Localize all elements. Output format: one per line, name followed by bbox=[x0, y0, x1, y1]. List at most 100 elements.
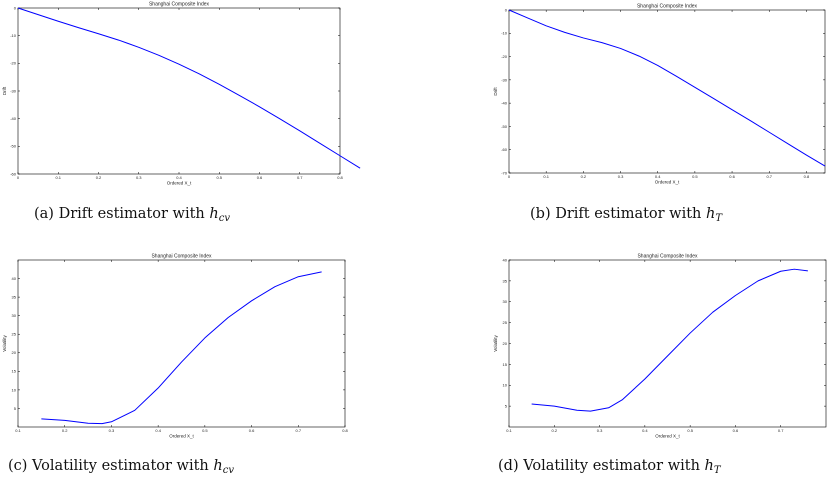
chart-a: Shanghai Composite Index 0 0.1 0.2 0.3 0.4 0.5… bbox=[2, 2, 361, 186]
y-tick-label: 20 bbox=[12, 350, 17, 355]
x-tick-label: 0.2 bbox=[581, 174, 587, 179]
y-tick-label: -40 bbox=[10, 116, 17, 121]
x-tick-label: 0.7 bbox=[766, 174, 772, 179]
caption-d-math: h bbox=[704, 458, 714, 474]
caption-a-sub: cv bbox=[218, 213, 230, 224]
x-tick-label: 0.5 bbox=[692, 174, 698, 179]
chart-b: Shanghai Composite Index 0 0.1 0.2 0.3 0.4 0.5… bbox=[493, 4, 826, 185]
chart-title: Shanghai Composite Index bbox=[637, 4, 698, 10]
plot-frame bbox=[17, 259, 346, 428]
y-tick-label: -10 bbox=[10, 33, 17, 38]
panel-c: Shanghai Composite Index 0.1 0.2 0.3 0.4 0.5 0… bbox=[0, 250, 400, 482]
y-tick-label: 15 bbox=[503, 362, 508, 367]
caption-c-text: (c) Volatility estimator with bbox=[8, 458, 214, 474]
y-tick-label: 30 bbox=[12, 313, 17, 318]
x-tick-label: 0.6 bbox=[729, 174, 735, 179]
y-axis-label: Drift bbox=[493, 87, 498, 96]
y-tick-label: 5 bbox=[505, 404, 508, 409]
panel-b: Shanghai Composite Index 0 0.1 0.2 0.3 0.4 0.5… bbox=[490, 0, 827, 240]
caption-a-math: h bbox=[209, 206, 219, 222]
caption-a: (a) Drift estimator with hcv bbox=[34, 206, 230, 224]
y-tick-label: -20 bbox=[501, 54, 508, 59]
chart-d: Shanghai Composite Index 0.1 0.2 0.3 0.4 0.5 0… bbox=[493, 254, 827, 439]
x-axis-label: Ordered X_t bbox=[169, 434, 194, 439]
x-tick-label: 0.8 bbox=[342, 428, 348, 433]
caption-c-math: h bbox=[213, 458, 223, 474]
y-tick-label: -20 bbox=[10, 61, 17, 66]
x-tick-label: 0.1 bbox=[55, 175, 61, 180]
y-tick-label: -40 bbox=[501, 101, 508, 106]
chart-title: Shanghai Composite Index bbox=[151, 254, 212, 260]
y-tick-label: -30 bbox=[501, 77, 508, 82]
y-tick-label: 5 bbox=[14, 406, 17, 411]
y-axis-label: Volatility bbox=[493, 334, 498, 351]
y-tick-label: 10 bbox=[12, 387, 17, 392]
caption-c-sub: cv bbox=[222, 465, 234, 476]
series-line bbox=[508, 9, 826, 167]
x-axis-label: Ordered X_t bbox=[655, 180, 680, 185]
x-tick-label: 0.8 bbox=[337, 175, 343, 180]
x-tick-label: 0.4 bbox=[155, 428, 161, 433]
caption-a-text: (a) Drift estimator with bbox=[34, 206, 210, 222]
x-tick-label: 0.3 bbox=[618, 174, 624, 179]
plot-frame bbox=[508, 9, 826, 174]
x-axis-label: Ordered X_t bbox=[655, 434, 680, 439]
x-tick-label: 0.7 bbox=[296, 428, 302, 433]
x-tick-label: 0.4 bbox=[642, 428, 648, 433]
caption-d: (d) Volatility estimator with hT bbox=[498, 458, 721, 476]
x-tick-label: 0 bbox=[508, 174, 511, 179]
y-tick-label: 25 bbox=[12, 332, 17, 337]
x-tick-label: 0.6 bbox=[249, 428, 255, 433]
y-tick-label: 40 bbox=[503, 257, 508, 262]
x-tick-label: 0.3 bbox=[136, 175, 142, 180]
x-tick-label: 0.6 bbox=[257, 175, 263, 180]
y-tick-label: 0 bbox=[505, 7, 508, 12]
series-line bbox=[531, 268, 808, 412]
x-tick-label: 0.5 bbox=[687, 428, 693, 433]
y-tick-label: -60 bbox=[10, 171, 17, 176]
y-tick-label: 35 bbox=[503, 278, 508, 283]
caption-c: (c) Volatility estimator with hcv bbox=[8, 458, 234, 476]
y-tick-label: 15 bbox=[12, 369, 17, 374]
chart-title: Shanghai Composite Index bbox=[637, 254, 698, 260]
caption-b-text: (b) Drift estimator with bbox=[530, 206, 707, 222]
y-tick-label: 40 bbox=[12, 276, 17, 281]
series-line bbox=[41, 271, 322, 425]
caption-b-sub: T bbox=[715, 213, 723, 224]
y-tick-label: 10 bbox=[503, 383, 508, 388]
x-tick-label: 0.2 bbox=[552, 428, 558, 433]
x-tick-label: 0.8 bbox=[804, 174, 810, 179]
panel-d: Shanghai Composite Index 0.1 0.2 0.3 0.4 0.5 0… bbox=[490, 250, 827, 482]
y-tick-label: 30 bbox=[503, 299, 508, 304]
y-axis-label: Volatility bbox=[2, 334, 7, 351]
y-tick-label: -60 bbox=[501, 147, 508, 152]
y-tick-label: 25 bbox=[503, 320, 508, 325]
plot-frame bbox=[508, 259, 827, 428]
y-tick-label: -50 bbox=[501, 124, 508, 129]
x-tick-label: 0 bbox=[17, 175, 20, 180]
y-tick-label: -10 bbox=[501, 31, 508, 36]
x-tick-label: 0.2 bbox=[96, 175, 102, 180]
y-axis-label: Drift bbox=[2, 86, 7, 95]
x-tick-label: 0.7 bbox=[297, 175, 303, 180]
x-tick-label: 0.2 bbox=[62, 428, 68, 433]
plot-frame bbox=[17, 7, 341, 175]
panel-a: Shanghai Composite Index 0 0.1 0.2 0.3 0.4 0.5… bbox=[0, 0, 400, 240]
x-tick-label: 0.7 bbox=[778, 428, 784, 433]
y-tick-label: -30 bbox=[10, 88, 17, 93]
chart-title: Shanghai Composite Index bbox=[149, 2, 210, 8]
series-line bbox=[17, 7, 361, 169]
chart-c: Shanghai Composite Index 0.1 0.2 0.3 0.4 0.5 0… bbox=[2, 254, 349, 439]
y-tick-label: -70 bbox=[501, 170, 508, 175]
x-tick-label: 0.3 bbox=[597, 428, 603, 433]
x-axis-label: Ordered X_t bbox=[167, 181, 192, 186]
x-tick-label: 0.1 bbox=[15, 428, 21, 433]
x-tick-label: 0.5 bbox=[202, 428, 208, 433]
x-tick-label: 0.1 bbox=[506, 428, 512, 433]
x-tick-label: 0.3 bbox=[109, 428, 115, 433]
x-tick-label: 0.4 bbox=[176, 175, 182, 180]
y-tick-label: -50 bbox=[10, 144, 17, 149]
x-tick-label: 0.1 bbox=[543, 174, 549, 179]
y-tick-label: 20 bbox=[503, 341, 508, 346]
caption-d-text: (d) Volatility estimator with bbox=[498, 458, 705, 474]
